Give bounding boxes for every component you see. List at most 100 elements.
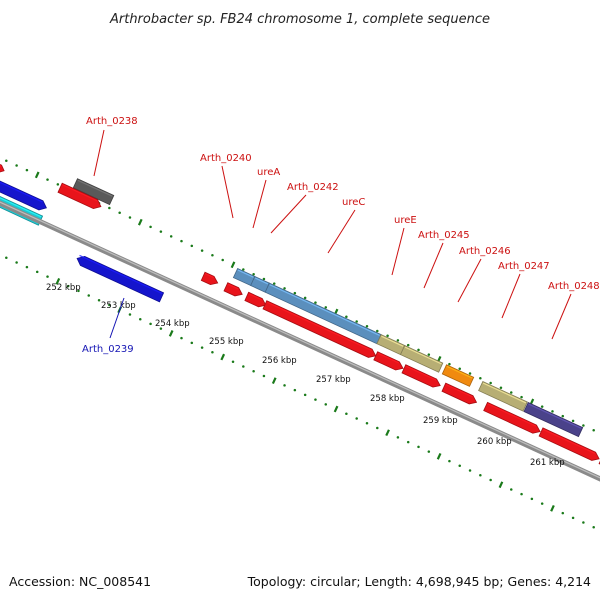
outer-minor-tick	[200, 249, 204, 252]
gene-label[interactable]: Arth_0238	[86, 116, 138, 127]
gene-label[interactable]: Arth_0246	[459, 246, 511, 257]
outer-minor-tick	[25, 168, 29, 172]
arth-0239-cds[interactable]	[76, 255, 165, 303]
outer-minor-tick	[128, 216, 132, 219]
inner-minor-tick	[510, 488, 513, 491]
inner-minor-tick	[242, 365, 245, 368]
gene-label[interactable]: ureE	[394, 215, 417, 226]
kbp-label: 253 kbp	[101, 301, 136, 311]
arth-0247-feature-highlight	[482, 382, 527, 404]
outer-minor-tick	[592, 429, 595, 432]
kbp-label: 252 kbp	[46, 283, 81, 293]
outer-minor-tick	[108, 206, 111, 210]
outer-minor-tick	[540, 405, 544, 408]
kbp-label: 254 kbp	[155, 319, 190, 329]
cds-arrow-arth-0247[interactable]	[483, 401, 541, 434]
gene-label-leader	[391, 227, 405, 276]
gene-label[interactable]: Arth_0240	[200, 153, 252, 164]
gene-label-leader	[327, 209, 356, 254]
inner-minor-tick	[66, 284, 70, 288]
cds-arrow-urec[interactable]	[262, 300, 377, 358]
arth-0247-feature[interactable]	[478, 380, 528, 412]
outer-minor-tick	[190, 244, 194, 248]
inner-minor-tick	[293, 388, 297, 392]
outer-minor-tick	[242, 268, 245, 271]
kbp-label: 259 kbp	[423, 416, 458, 426]
inner-minor-tick	[458, 464, 461, 468]
inner-minor-tick	[489, 478, 492, 482]
genome-summary-label: Topology: circular; Length: 4,698,945 bp…	[247, 574, 591, 589]
cds-arrow-ureG[interactable]	[441, 382, 478, 405]
inner-minor-tick	[417, 445, 420, 449]
inner-minor-tick	[355, 417, 358, 420]
inner-minor-tick	[25, 265, 29, 269]
uree-feature-highlight	[381, 335, 404, 347]
outer-minor-tick	[118, 211, 121, 214]
accession-label: Accession: NC_008541	[9, 574, 151, 589]
arth-0245-feature[interactable]	[399, 344, 444, 373]
inner-minor-tick	[97, 299, 101, 302]
cds-arrow-arth-0240[interactable]	[200, 271, 219, 286]
outer-minor-tick	[169, 235, 173, 238]
outer-minor-tick	[489, 381, 492, 385]
cds-arrow-ureb-highlight	[248, 293, 262, 301]
cyan-feature-left-highlight	[0, 197, 42, 218]
gene-label[interactable]: Arth_0242	[287, 182, 339, 193]
backbone-line	[0, 200, 600, 482]
feature-track	[0, 163, 600, 465]
outer-minor-tick	[180, 239, 183, 243]
arth-0238-feature-highlight	[77, 179, 113, 197]
gene-label[interactable]: Arth_0245	[418, 230, 470, 241]
outer-minor-tick	[386, 334, 389, 337]
inner-major-tick	[55, 278, 61, 285]
gene-label[interactable]: Arth_0239	[82, 344, 134, 355]
cds-arrow-arth-0238-highlight	[62, 184, 98, 202]
cds-arrow-arth-0248[interactable]	[538, 427, 600, 461]
gene-label[interactable]: Arth_0247	[498, 261, 550, 272]
cds-blue-left-highlight	[0, 181, 43, 203]
outer-minor-tick	[561, 414, 565, 418]
backbone-highlight	[0, 201, 600, 479]
outer-minor-tick	[468, 372, 472, 375]
inner-minor-tick	[190, 341, 194, 345]
arth-0246-feature[interactable]	[441, 364, 475, 387]
inner-minor-tick	[200, 346, 204, 349]
inner-minor-tick	[427, 450, 431, 453]
gene-label[interactable]: ureC	[342, 197, 365, 208]
inner-minor-tick	[15, 261, 18, 264]
cds-arrow-ureG-highlight	[445, 384, 473, 398]
cds-arrow-left-edge[interactable]	[0, 163, 5, 173]
inner-minor-tick	[35, 270, 39, 274]
arth-0238-feature[interactable]	[72, 178, 115, 206]
sequence-backbone	[0, 200, 600, 482]
kbp-label: 260 kbp	[477, 437, 512, 447]
inner-minor-tick	[479, 474, 482, 477]
inner-minor-tick	[303, 393, 307, 397]
arth-0240-feature-highlight	[237, 269, 254, 278]
arth-0239-cds-highlight	[79, 254, 163, 295]
arth-0248-feature-highlight	[528, 403, 582, 429]
gene-label-leader	[221, 165, 234, 219]
inner-minor-tick	[314, 398, 317, 401]
arth-0245-feature-highlight	[404, 346, 442, 365]
outer-minor-tick	[417, 348, 420, 352]
inner-minor-tick	[468, 469, 472, 472]
inner-major-tick	[498, 481, 504, 489]
cds-arrow-ureb[interactable]	[244, 291, 267, 308]
cds-arrow-urea[interactable]	[223, 282, 243, 297]
gene-label[interactable]: ureA	[257, 167, 280, 178]
inner-major-tick	[436, 452, 442, 460]
gene-label[interactable]: Arth_0248	[548, 281, 600, 292]
inner-minor-tick	[5, 256, 8, 259]
inner-minor-tick	[231, 360, 235, 364]
cds-arrow-uree[interactable]	[373, 351, 404, 371]
cds-arrow-arth-0238[interactable]	[57, 182, 102, 210]
cds-arrow-ureF[interactable]	[401, 364, 441, 388]
inner-minor-tick	[139, 317, 142, 321]
arth-0248-feature[interactable]	[523, 401, 584, 438]
inner-minor-tick	[77, 289, 80, 293]
gene-label-leader	[270, 194, 307, 234]
arth-0246-feature-highlight	[446, 365, 473, 379]
inner-minor-tick	[365, 421, 369, 425]
outer-minor-tick	[448, 362, 451, 366]
